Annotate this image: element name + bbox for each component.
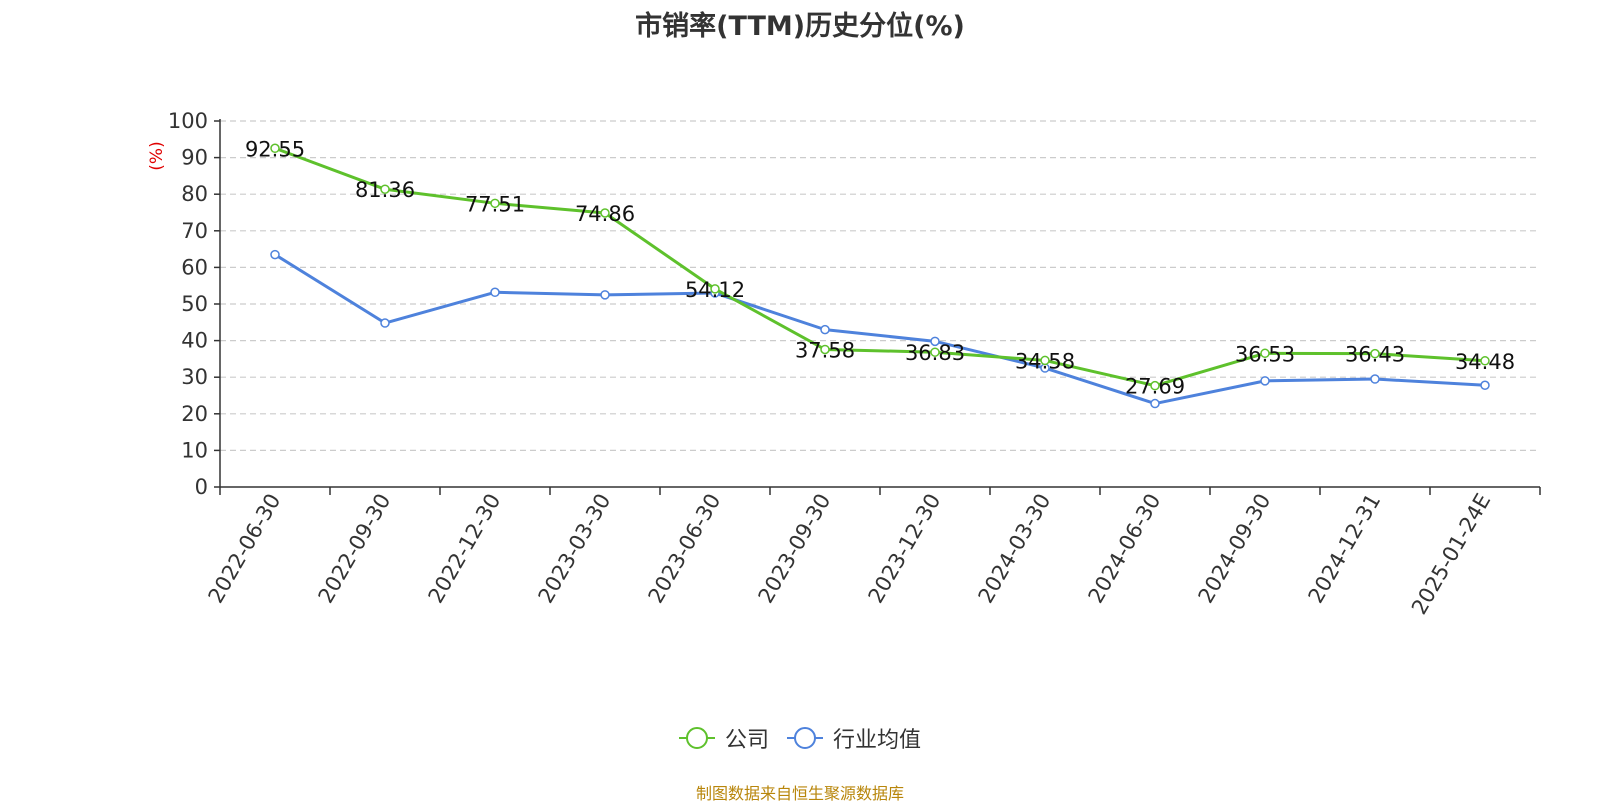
data-labels: 92.55 81.36 77.51 74.86 54.12 37.58 36.83 34.58… — [245, 137, 1515, 398]
x-tick-label: 2022-09-30 — [314, 490, 396, 608]
chart-title: 市销率(TTM)历史分位(%) — [635, 11, 965, 42]
y-tick-label: 0 — [195, 475, 208, 499]
data-point-company — [1480, 356, 1490, 366]
data-label-company: 36.43 — [1345, 343, 1405, 367]
data-point-industry — [490, 287, 500, 298]
data-point-company — [270, 143, 280, 154]
legend-item-industry[interactable]: 行业均值 — [787, 722, 921, 754]
legend: 公司 行业均值 — [0, 722, 1600, 754]
y-tick-label: 30 — [181, 365, 208, 389]
data-point-industry — [820, 324, 830, 335]
series-lines — [270, 143, 1490, 409]
data-point-company — [1150, 380, 1160, 391]
y-tick-label: 60 — [181, 255, 208, 279]
line-chart: 0 10 20 30 40 50 60 70 80 90 100(%) 2022-06-30 2022-… — [147, 109, 1541, 619]
data-label-company: 36.53 — [1235, 342, 1295, 366]
data-point-industry — [1370, 374, 1380, 384]
data-point-company — [1370, 348, 1380, 359]
x-tick-label: 2022-12-30 — [424, 490, 506, 608]
data-label-company: 34.48 — [1455, 350, 1515, 374]
legend-item-company[interactable]: 公司 — [678, 722, 769, 754]
data-point-company — [820, 344, 830, 355]
data-point-industry — [930, 336, 940, 347]
x-tick-label: 2024-09-30 — [1194, 490, 1276, 608]
data-label-company: 74.86 — [575, 202, 635, 226]
data-point-company — [600, 208, 610, 218]
x-tick-label: 2024-06-30 — [1084, 490, 1166, 608]
y-tick-label: 80 — [181, 182, 208, 206]
data-point-company — [1040, 355, 1050, 366]
data-label-company: 34.58 — [1015, 349, 1075, 373]
series-line-industry — [274, 253, 1486, 406]
data-point-company — [1260, 348, 1270, 359]
data-label-company: 54.12 — [685, 278, 745, 302]
data-label-company: 36.83 — [905, 341, 965, 365]
data-label-company: 92.55 — [245, 137, 305, 161]
x-tick-label: 2025-01-24E — [1407, 490, 1495, 619]
x-tick-label: 2023-03-30 — [534, 490, 616, 608]
x-tick-label: 2024-03-30 — [974, 490, 1056, 608]
legend-label-company: 公司 — [724, 728, 769, 753]
y-tick-label: 20 — [181, 402, 208, 426]
data-label-company: 77.51 — [465, 192, 525, 216]
data-point-industry — [270, 249, 280, 260]
y-axis-label: (%) — [147, 141, 167, 170]
y-tick-label: 70 — [181, 219, 208, 243]
legend-label-industry: 行业均值 — [833, 728, 922, 753]
series-line-company — [274, 146, 1486, 388]
y-tick-label: 100 — [168, 109, 208, 133]
x-tick-label: 2022-06-30 — [204, 490, 286, 608]
data-point-company — [710, 284, 720, 294]
data-label-company: 81.36 — [355, 178, 415, 202]
y-tick-label: 90 — [181, 146, 208, 170]
legend-marker-industry — [787, 727, 823, 749]
gridlines — [220, 120, 1540, 451]
source-note: 制图数据来自恒生聚源数据库 — [695, 784, 904, 803]
data-label-company: 37.58 — [795, 338, 855, 362]
data-point-industry — [380, 318, 390, 328]
x-tick-label: 2024-12-31 — [1304, 490, 1386, 608]
data-point-industry — [1150, 398, 1160, 409]
y-tick-label: 50 — [181, 292, 208, 316]
data-point-company — [490, 198, 500, 209]
data-point-industry — [1260, 376, 1270, 386]
x-tick-label: 2023-12-30 — [864, 490, 946, 608]
legend-marker-company — [678, 727, 715, 749]
x-tick-label: 2023-09-30 — [754, 490, 836, 608]
x-tick-label: 2023-06-30 — [644, 490, 726, 608]
data-point-industry — [1480, 380, 1490, 391]
data-point-company — [930, 347, 940, 357]
data-point-industry — [600, 290, 610, 300]
y-tick-label: 10 — [181, 438, 208, 462]
y-tick-label: 40 — [181, 329, 208, 353]
data-label-company: 27.69 — [1125, 375, 1185, 399]
data-point-company — [380, 184, 390, 194]
